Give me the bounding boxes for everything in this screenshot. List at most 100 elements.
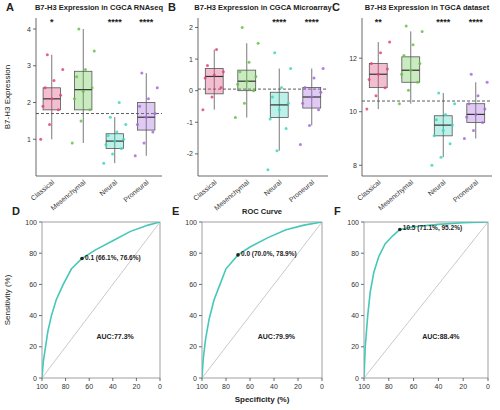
median <box>434 125 452 126</box>
y-tick <box>361 222 364 223</box>
point <box>313 77 316 80</box>
point <box>75 75 78 78</box>
x-tick <box>136 378 137 381</box>
point <box>109 116 112 119</box>
y-tick-label: 20 <box>189 343 197 350</box>
x-tick-label: 20 <box>459 383 467 390</box>
point <box>136 123 139 126</box>
x-tick-label: 100 <box>196 383 208 390</box>
y-axis <box>198 18 199 176</box>
point <box>213 73 216 76</box>
y-tick-label: 80 <box>189 250 197 257</box>
point <box>93 50 96 53</box>
significance: **** <box>436 17 451 27</box>
point <box>472 129 475 132</box>
point <box>82 90 85 93</box>
x-tick-label: Proneural <box>122 178 150 203</box>
panel: AB7-H3 Expression in CGCA RNAseq1234B7-H… <box>3 1 163 212</box>
roc-curve <box>364 222 488 378</box>
point <box>154 112 157 115</box>
point <box>483 108 486 111</box>
point <box>120 147 123 150</box>
y-tick-label: 0 <box>33 375 37 382</box>
y-tick-label: 40 <box>351 312 359 319</box>
point <box>151 130 154 133</box>
significance: * <box>50 17 54 27</box>
median <box>238 81 256 82</box>
point <box>80 119 83 122</box>
point <box>365 108 368 111</box>
diagonal <box>42 222 160 378</box>
y-tick-label: 2 <box>189 24 193 31</box>
point <box>374 94 377 97</box>
plot-area <box>202 222 322 378</box>
y-tick <box>39 222 42 223</box>
frame <box>42 222 160 378</box>
point <box>201 108 204 111</box>
point <box>71 141 74 144</box>
point <box>421 30 424 33</box>
box <box>467 104 485 123</box>
point <box>402 54 405 57</box>
point <box>412 43 415 46</box>
diagonal <box>364 222 488 378</box>
point <box>310 96 313 99</box>
x-tick <box>112 378 113 381</box>
x-tick <box>364 378 365 381</box>
point <box>405 25 408 28</box>
y-tick <box>39 315 42 316</box>
auc-label: AUC:88.4% <box>422 333 460 340</box>
significance: **** <box>469 17 484 27</box>
x-tick-label: 40 <box>270 383 278 390</box>
x-tick <box>65 378 66 381</box>
x-tick <box>298 378 299 381</box>
point <box>91 86 94 89</box>
figure: AB7-H3 Expression in CGCA RNAseq1234B7-H… <box>0 0 500 410</box>
point <box>398 102 401 105</box>
point <box>252 89 255 92</box>
y-tick <box>195 153 198 154</box>
x-tick-label: 80 <box>222 383 230 390</box>
point <box>238 70 241 73</box>
point <box>271 96 274 99</box>
y-tick <box>359 165 362 166</box>
box <box>106 134 123 149</box>
point <box>138 105 141 108</box>
x-tick <box>438 378 439 381</box>
point <box>156 86 159 89</box>
y-tick-label: 10 <box>349 108 357 115</box>
title: B7-H3 Expression in CGCA RNAseq <box>35 3 164 12</box>
y-tick-label: 12 <box>349 55 357 62</box>
point <box>73 97 76 100</box>
panel-letter: F <box>334 205 341 217</box>
point <box>266 168 269 171</box>
y-tick-label: 100 <box>185 219 197 226</box>
x-tick <box>226 378 227 381</box>
point <box>204 77 207 80</box>
plot-area <box>198 26 328 171</box>
median <box>106 140 123 141</box>
x-axis <box>362 176 492 177</box>
point <box>50 97 53 100</box>
y-tick <box>199 222 202 223</box>
box <box>43 88 60 110</box>
significance: **** <box>139 17 154 27</box>
y-tick <box>195 90 198 91</box>
point <box>433 134 436 137</box>
point <box>474 113 477 116</box>
point <box>439 156 442 159</box>
threshold-label: 10.5 (71.1%, 95.2%) <box>403 224 462 232</box>
point <box>418 62 421 65</box>
y-axis <box>36 18 37 176</box>
x-tick-label: Classical <box>192 178 218 202</box>
x-tick-label: 0 <box>320 383 324 390</box>
point <box>299 143 302 146</box>
y-tick-label: 100 <box>347 219 359 226</box>
point <box>104 143 107 146</box>
x-tick <box>250 378 251 381</box>
plot-area <box>362 25 492 167</box>
point <box>143 141 146 144</box>
y-tick <box>39 253 42 254</box>
roc-curve <box>42 222 160 378</box>
point <box>41 105 44 108</box>
